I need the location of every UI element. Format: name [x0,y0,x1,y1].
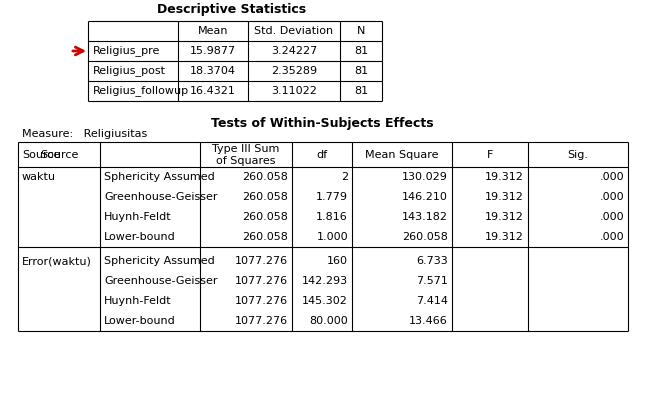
Text: Mean: Mean [198,26,228,36]
Text: Greenhouse-Geisser: Greenhouse-Geisser [104,192,217,202]
Text: 260.058: 260.058 [242,172,288,182]
Text: Huynh-Feldt: Huynh-Feldt [104,212,172,222]
Text: Sphericity Assumed: Sphericity Assumed [104,172,215,182]
Text: Sig.: Sig. [568,150,588,160]
Text: Measure:   Religiusitas: Measure: Religiusitas [22,129,147,139]
Text: Source: Source [22,150,61,160]
Text: N: N [357,26,365,36]
Text: .000: .000 [599,172,624,182]
Text: 18.3704: 18.3704 [190,66,236,76]
Text: .000: .000 [599,192,624,202]
Text: F: F [487,150,493,160]
Text: Error(waktu): Error(waktu) [22,256,92,266]
Text: 160: 160 [327,256,348,266]
Text: 1.816: 1.816 [316,212,348,222]
Text: 1077.276: 1077.276 [235,256,288,266]
Text: 1.779: 1.779 [316,192,348,202]
Text: 143.182: 143.182 [402,212,448,222]
Text: 81: 81 [354,66,368,76]
Text: 81: 81 [354,46,368,56]
Text: 19.312: 19.312 [485,232,524,242]
Text: 130.029: 130.029 [402,172,448,182]
Text: 81: 81 [354,86,368,96]
Text: Descriptive Statistics: Descriptive Statistics [157,4,306,17]
Text: 19.312: 19.312 [485,212,524,222]
Text: Religius_pre: Religius_pre [93,45,161,56]
Text: 19.312: 19.312 [485,192,524,202]
Text: 260.058: 260.058 [402,232,448,242]
Text: Type III Sum
of Squares: Type III Sum of Squares [212,144,280,166]
Text: 2.35289: 2.35289 [271,66,317,76]
Text: Sphericity Assumed: Sphericity Assumed [104,256,215,266]
Text: 146.210: 146.210 [402,192,448,202]
Text: Lower-bound: Lower-bound [104,232,175,242]
Text: 1077.276: 1077.276 [235,316,288,326]
Text: .000: .000 [599,232,624,242]
Text: Source: Source [40,150,78,160]
Text: 1077.276: 1077.276 [235,296,288,306]
Text: .000: .000 [599,212,624,222]
Text: 2: 2 [341,172,348,182]
Text: 260.058: 260.058 [242,192,288,202]
Text: Mean Square: Mean Square [365,150,439,160]
Text: Greenhouse-Geisser: Greenhouse-Geisser [104,276,217,286]
Text: df: df [317,150,328,160]
Text: 16.4321: 16.4321 [190,86,236,96]
Text: 80.000: 80.000 [309,316,348,326]
Text: 7.571: 7.571 [416,276,448,286]
Text: 1.000: 1.000 [317,232,348,242]
Text: Huynh-Feldt: Huynh-Feldt [104,296,172,306]
Text: 3.11022: 3.11022 [271,86,317,96]
Text: 3.24227: 3.24227 [271,46,317,56]
Text: Tests of Within-Subjects Effects: Tests of Within-Subjects Effects [211,117,433,130]
Text: Lower-bound: Lower-bound [104,316,175,326]
Text: Religius_followup: Religius_followup [93,86,189,96]
Text: waktu: waktu [22,172,56,182]
Text: 13.466: 13.466 [409,316,448,326]
Text: Std. Deviation: Std. Deviation [254,26,333,36]
Text: 145.302: 145.302 [302,296,348,306]
Text: 15.9877: 15.9877 [190,46,236,56]
Text: Religius_post: Religius_post [93,66,166,77]
Text: 7.414: 7.414 [416,296,448,306]
Text: 260.058: 260.058 [242,212,288,222]
Text: 1077.276: 1077.276 [235,276,288,286]
Text: 260.058: 260.058 [242,232,288,242]
Text: 6.733: 6.733 [416,256,448,266]
Text: 19.312: 19.312 [485,172,524,182]
Text: 142.293: 142.293 [302,276,348,286]
